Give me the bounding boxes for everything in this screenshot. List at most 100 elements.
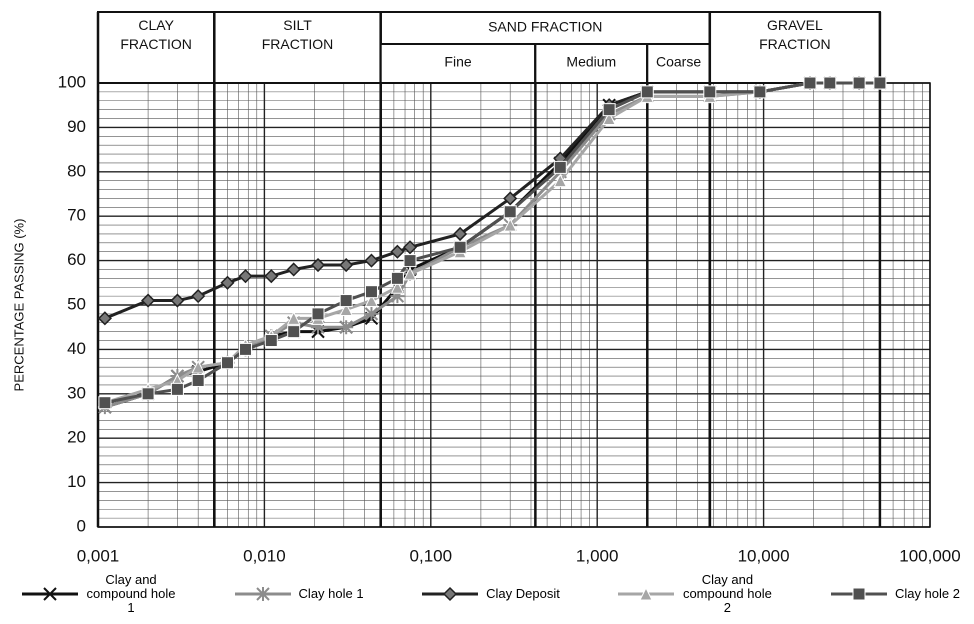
- zone-header: [213, 11, 382, 84]
- marker: [339, 302, 353, 316]
- marker: [339, 320, 354, 335]
- marker: [503, 191, 518, 206]
- legend-item: Clay Deposit: [420, 584, 560, 604]
- y-tick-label: 40: [67, 339, 86, 358]
- zone-label: FRACTION: [262, 36, 334, 52]
- marker: [852, 587, 866, 601]
- marker: [141, 387, 155, 401]
- marker: [390, 244, 405, 259]
- zone-label: FRACTION: [120, 36, 192, 52]
- marker: [640, 85, 654, 99]
- marker: [402, 240, 418, 255]
- marker: [220, 356, 234, 370]
- y-tick-label: 30: [67, 383, 86, 402]
- marker: [287, 325, 301, 339]
- zone-label: GRAVEL: [767, 17, 823, 33]
- legend-label: Clay and compound hole 1: [86, 572, 176, 615]
- legend-label: Clay Deposit: [486, 586, 560, 601]
- legend-item: Clay hole 2: [829, 584, 960, 604]
- marker: [191, 289, 206, 304]
- marker: [339, 257, 354, 273]
- marker: [453, 226, 468, 242]
- x-tick-label: 0,001: [77, 546, 120, 565]
- marker: [503, 217, 518, 232]
- zone-label: CLAY: [138, 17, 174, 33]
- marker: [403, 266, 417, 281]
- legend-icon: [234, 587, 291, 601]
- y-tick-label: 20: [67, 428, 86, 447]
- marker: [639, 586, 654, 601]
- marker: [311, 307, 325, 321]
- marker: [170, 293, 185, 308]
- marker: [503, 205, 517, 219]
- marker: [339, 294, 353, 308]
- x-tick-label: 10,000: [738, 546, 790, 565]
- zone-sublabel: Fine: [444, 54, 471, 70]
- marker: [703, 85, 717, 99]
- marker: [873, 76, 887, 90]
- zone-subheader: [379, 43, 537, 84]
- legend-icon: [422, 586, 479, 602]
- legend: Clay and compound hole 1 Clay hole 1 Clay …: [20, 566, 960, 622]
- marker: [364, 306, 379, 321]
- marker: [403, 254, 417, 268]
- marker: [286, 311, 301, 325]
- legend-label: Clay hole 2: [894, 586, 960, 601]
- x-tick-label: 100,000: [899, 546, 960, 565]
- marker: [364, 293, 379, 308]
- x-tick-label: 0,100: [410, 546, 453, 565]
- zone-subheader: [534, 43, 649, 84]
- marker: [602, 103, 616, 117]
- zone-sublabel: Coarse: [656, 54, 701, 70]
- y-tick-label: 60: [67, 250, 86, 269]
- marker: [390, 280, 405, 294]
- marker: [43, 587, 57, 601]
- marker: [255, 587, 270, 601]
- zone-label: FRACTION: [759, 36, 831, 52]
- marker: [390, 271, 404, 285]
- marker: [823, 76, 837, 90]
- y-tick-label: 50: [67, 294, 86, 313]
- marker: [286, 262, 301, 277]
- chart: PERCENTAGE PASSING (%) 0 10 20 30 40 50 60 70 80…: [11, 11, 961, 565]
- marker: [170, 382, 184, 396]
- y-tick-label: 10: [67, 472, 86, 491]
- zone-header: [708, 11, 881, 84]
- marker: [753, 85, 767, 99]
- marker: [238, 269, 253, 284]
- legend-item: Clay and compound hole 1: [20, 573, 176, 615]
- marker: [443, 586, 458, 602]
- marker: [264, 334, 278, 348]
- legend-item: Clay hole 1: [233, 584, 364, 604]
- zone-label: SAND FRACTION: [488, 19, 602, 35]
- legend-icon: [618, 586, 675, 601]
- y-axis-label: PERCENTAGE PASSING (%): [11, 219, 26, 392]
- y-tick-label: 70: [67, 206, 86, 225]
- marker: [141, 293, 156, 308]
- legend-icon: [22, 587, 78, 601]
- legend-label: Clay and compound hole 2: [682, 572, 772, 615]
- y-tick-label: 100: [58, 72, 86, 91]
- marker: [264, 269, 279, 284]
- marker: [553, 160, 567, 174]
- zone-sublabel: Medium: [566, 54, 616, 70]
- x-tick-label: 0,010: [243, 546, 286, 565]
- marker: [364, 285, 378, 299]
- marker: [191, 373, 205, 387]
- legend-label: Clay hole 1: [298, 586, 364, 601]
- marker: [453, 240, 467, 254]
- marker: [553, 173, 568, 188]
- marker: [364, 253, 379, 268]
- marker: [239, 342, 253, 356]
- marker: [852, 76, 866, 90]
- marker: [98, 396, 112, 410]
- zone-label: SILT: [283, 17, 312, 33]
- y-tick-label: 80: [67, 161, 86, 180]
- x-tick-label: 1,000: [576, 546, 619, 565]
- legend-icon: [830, 587, 887, 601]
- marker: [803, 76, 817, 90]
- marker: [191, 360, 205, 374]
- legend-item: Clay and compound hole 2: [616, 573, 772, 615]
- marker: [97, 311, 112, 326]
